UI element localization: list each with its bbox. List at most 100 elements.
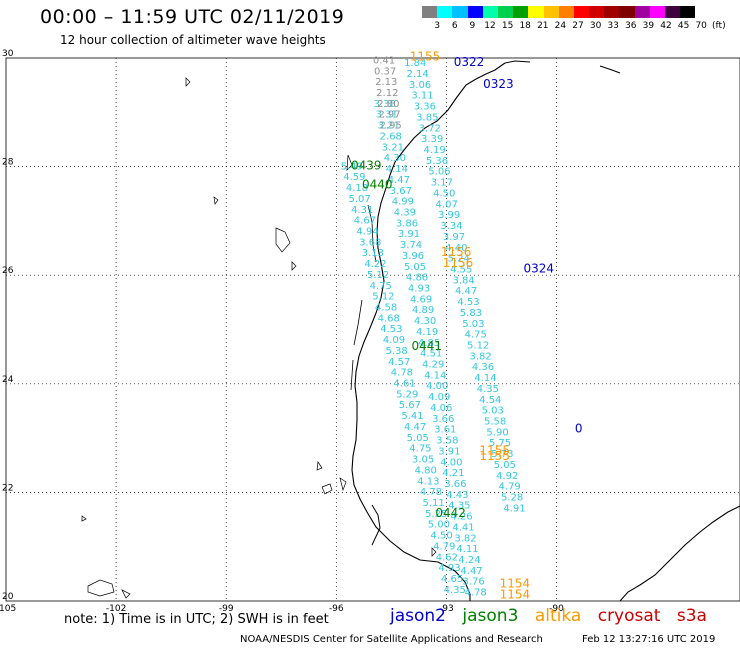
wave-height-reading: 4.75	[370, 281, 392, 292]
plot-frame	[5, 57, 740, 602]
wave-height-reading: 4.35	[444, 585, 466, 596]
wave-height-reading: 4.89	[412, 305, 434, 316]
wave-height-reading: 5.67	[399, 400, 421, 411]
grid-lines	[6, 58, 740, 601]
wave-height-reading: 4.92	[496, 471, 518, 482]
colorbar-label: 42	[660, 21, 672, 31]
wave-height-reading: 2.97	[378, 110, 400, 121]
wave-height-reading: 4.35	[477, 384, 499, 395]
y-tick-label: 28	[2, 158, 14, 168]
x-tick-label: -90	[549, 604, 564, 614]
inland-lakes	[81, 77, 437, 599]
wave-height-reading: 4.00	[426, 381, 448, 392]
wave-height-reading: 5.05	[494, 460, 516, 471]
wave-height-reading: 5.06	[428, 167, 450, 178]
wave-height-reading: 4.75	[465, 330, 487, 341]
pass-labels: 0322032303240043904400441044211551156115…	[351, 50, 583, 602]
wave-height-reading: 4.13	[417, 476, 439, 487]
wave-height-reading: 5.00	[428, 520, 450, 531]
wave-height-reading: 4.79	[499, 482, 521, 493]
wave-height-reading: 4.21	[442, 468, 464, 479]
wave-height-reading: 4.14	[386, 164, 408, 175]
colorbar-label: 36	[625, 21, 637, 31]
wave-height-reading: 4.61	[393, 379, 415, 390]
wave-height-reading: 3.39	[421, 134, 443, 145]
colorbar-label: 30	[589, 21, 602, 31]
wave-height-reading: 3.72	[419, 123, 441, 134]
wave-height-reading: 2.80	[377, 99, 399, 110]
colorbar-label: 27	[572, 21, 584, 31]
pass-label: 1154	[500, 576, 531, 590]
wave-height-reading: 4.31	[351, 205, 373, 216]
wave-height-reading: 4.65	[441, 574, 463, 585]
barrier-islands	[350, 204, 377, 391]
wave-height-reading: 0.37	[374, 66, 396, 77]
wave-height-reading: 4.40	[445, 243, 467, 254]
colorbar-label: 15	[501, 21, 514, 31]
wave-height-reading: 5.29	[396, 389, 418, 400]
wave-height-reading: 3.66	[444, 479, 466, 490]
wave-height-reading: 4.19	[416, 327, 438, 338]
wave-height-reading: 4.57	[388, 357, 410, 368]
colorbar-swatch	[437, 6, 453, 18]
wave-height-reading: 3.85	[416, 112, 438, 123]
wave-height-reading: 4.79	[433, 541, 455, 552]
wave-height-reading: 4.11	[456, 544, 478, 555]
wave-height-reading: 4.30	[414, 316, 436, 327]
wave-height-reading: 3.84	[453, 275, 475, 286]
wave-height-reading: 2.68	[380, 131, 402, 142]
wave-height-reading: 3.13	[362, 248, 384, 259]
colorbar-swatch	[665, 6, 681, 18]
wave-height-reading: 3.97	[443, 232, 465, 243]
map-subtitle: 12 hour collection of altimeter wave hei…	[60, 33, 326, 47]
colorbar-swatch	[528, 6, 544, 18]
colorbar-label: 39	[642, 21, 655, 31]
colorbar-label: (ft)	[712, 21, 726, 31]
wave-height-reading: 4.99	[392, 197, 414, 208]
wave-height-reading: 4.19	[423, 145, 445, 156]
wave-height-reading: 4.68	[378, 313, 400, 324]
colorbar-swatch	[649, 6, 665, 18]
wave-height-reading: 3.76	[462, 577, 484, 588]
wave-height-reading: 2.14	[406, 69, 428, 80]
pass-label: 0440	[362, 177, 393, 191]
pass-label: 0442	[435, 506, 466, 520]
wave-height-reading: 4.75	[409, 444, 431, 455]
colorbar	[422, 6, 696, 18]
y-tick-label: 30	[2, 49, 14, 59]
colorbar-label: 12	[484, 21, 496, 31]
wave-height-reading: 3.06	[409, 80, 431, 91]
colorbar-label: 9	[469, 21, 476, 31]
wave-height-reading: 4.62	[436, 552, 458, 563]
map-note: note: 1) Time is in UTC; 2) SWH is in fe…	[64, 612, 329, 627]
wave-height-reading: 4.78	[464, 588, 486, 599]
legend-jason3: jason3	[462, 606, 519, 626]
wave-height-reading: 2.12	[376, 88, 398, 99]
wave-height-reading: 5.90	[486, 427, 508, 438]
pass-label: 1154	[500, 587, 531, 601]
wave-height-reading: 3.38	[374, 99, 396, 110]
wave-height-reading: 3.74	[400, 240, 422, 251]
wave-height-reading: 4.24	[458, 555, 480, 566]
wave-height-reading: 3.96	[402, 251, 424, 262]
wave-height-reading: 5.36	[426, 156, 448, 167]
wave-height-reading: 4.50	[433, 188, 455, 199]
wave-height-reading: 4.30	[384, 153, 406, 164]
axis-tick-labels: -105 -102 -99 -96 -93 -90 30 28 26 24 22 20	[0, 49, 564, 614]
wave-height-reading: 3.91	[398, 229, 420, 240]
wave-height-reading: 3.68	[359, 237, 381, 248]
wave-height-reading: 4.43	[446, 490, 468, 501]
wave-height-reading: 5.11	[422, 498, 444, 509]
wave-height-reading: 4.55	[450, 264, 472, 275]
gulf-coastline	[351, 62, 506, 601]
wave-height-reading: 4.94	[356, 226, 378, 237]
wave-height-reading: 4.14	[424, 370, 446, 381]
wave-height-reading: 4.14	[474, 373, 496, 384]
pass-label: 0	[575, 422, 583, 436]
x-tick-label: -93	[439, 604, 454, 614]
wave-height-reading: 5.05	[404, 262, 426, 273]
wave-height-reading: 5.73	[491, 449, 513, 460]
wave-height-reading: 3.21	[378, 121, 400, 132]
wave-height-reading: 5.12	[367, 270, 389, 281]
wave-height-reading: 3.67	[390, 186, 412, 197]
